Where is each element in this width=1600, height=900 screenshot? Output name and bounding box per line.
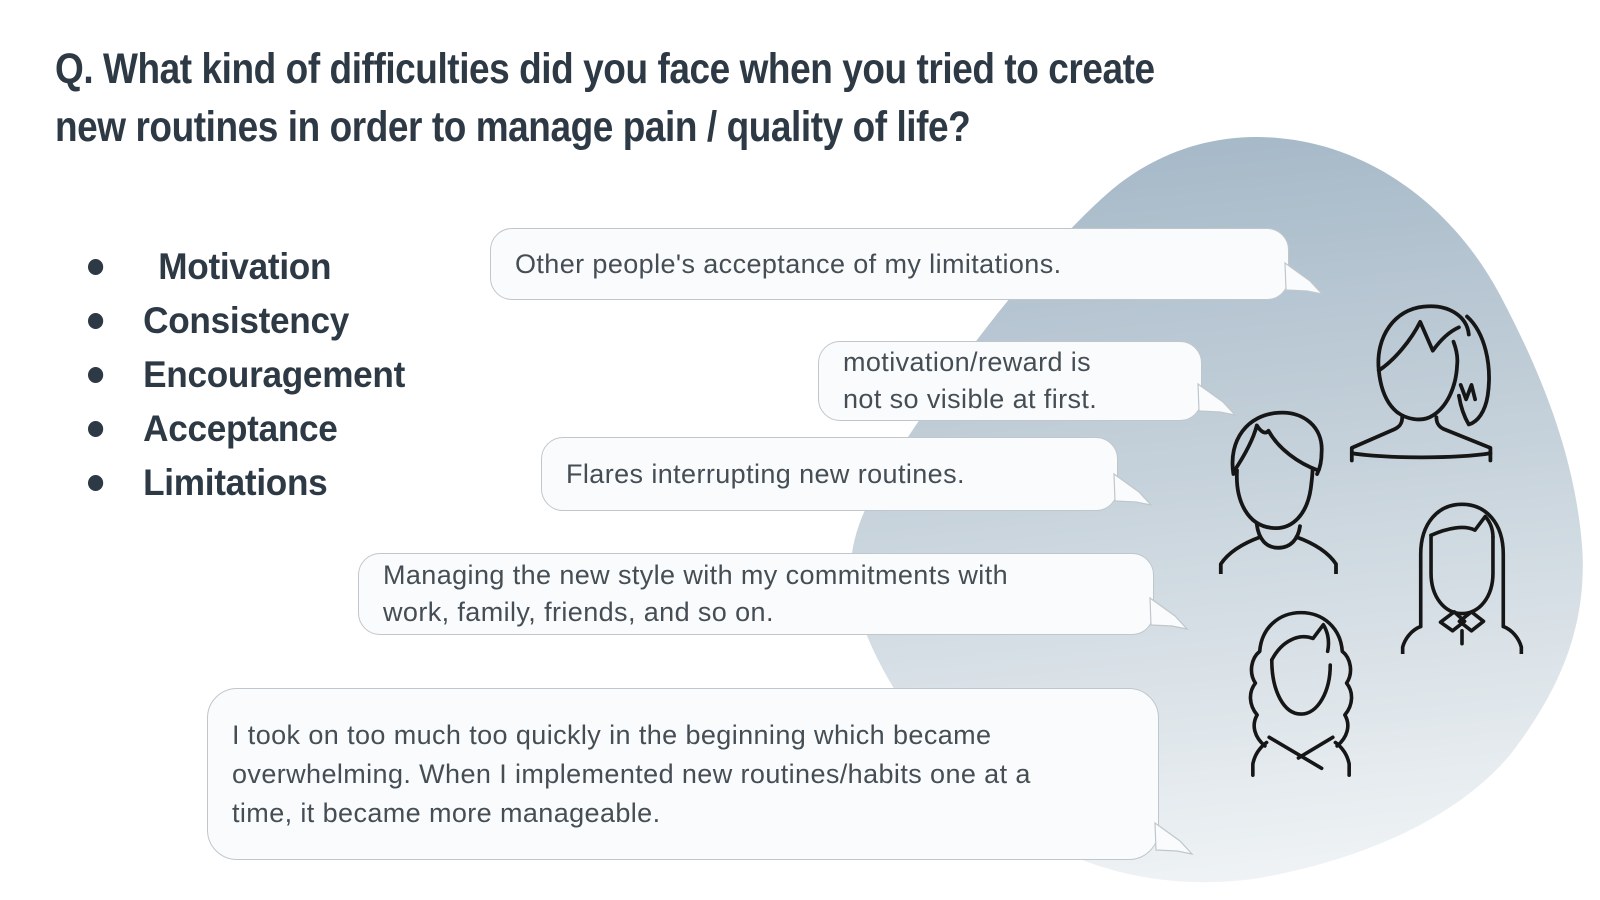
quote-bubble-2: motivation/reward is not so visible at f…	[818, 341, 1237, 421]
bullet-dot-icon	[88, 475, 104, 491]
list-item-label: Motivation	[158, 246, 332, 287]
bubble-tail-icon	[1284, 261, 1324, 295]
bullet-dot-icon	[88, 367, 104, 383]
list-item: Consistency	[88, 294, 405, 348]
quote-text: Flares interrupting new routines.	[566, 458, 965, 489]
list-item-label: Limitations	[143, 462, 328, 503]
list-item: Limitations	[88, 456, 405, 510]
woman-bob-collar-avatar	[1400, 502, 1524, 654]
woman-side-ponytail-avatar	[1349, 304, 1493, 463]
quote-bubble-4: Managing the new style with my commitmen…	[358, 553, 1189, 635]
bubble-tail-icon	[1149, 596, 1189, 630]
quote-bubble-5: I took on too much too quickly in the be…	[207, 688, 1194, 860]
bullet-dot-icon	[88, 259, 104, 275]
quote-text: Other people's acceptance of my limitati…	[515, 248, 1062, 279]
bullet-dot-icon	[88, 421, 104, 437]
list-item-label: Encouragement	[143, 354, 406, 395]
difficulty-themes-list: Motivation Consistency Encouragement Acc…	[88, 240, 405, 510]
quote-text: I took on too much too quickly in the be…	[232, 719, 1031, 828]
quote-bubble-3: Flares interrupting new routines.	[541, 437, 1153, 511]
list-item-label: Consistency	[143, 300, 349, 341]
quote-text: Managing the new style with my commitmen…	[383, 560, 1009, 627]
list-item: Encouragement	[88, 348, 405, 402]
person-short-hair-avatar	[1218, 410, 1338, 574]
list-item: Acceptance	[88, 402, 405, 456]
bubble-tail-icon	[1113, 472, 1153, 506]
question-title-line-2: new routines in order to manage pain / q…	[55, 103, 971, 151]
quote-bubble-1: Other people's acceptance of my limitati…	[490, 228, 1324, 300]
question-title-line-1: Q. What kind of difficulties did you fac…	[55, 45, 1155, 93]
bubble-tail-icon	[1197, 382, 1237, 416]
question-title: Q. What kind of difficulties did you fac…	[55, 40, 1397, 156]
woman-long-wavy-hair-avatar	[1248, 610, 1354, 777]
list-item-label: Acceptance	[143, 408, 338, 449]
bubble-tail-icon	[1154, 821, 1194, 855]
bullet-dot-icon	[88, 313, 104, 329]
quote-text: motivation/reward is not so visible at f…	[843, 347, 1098, 414]
list-item: Motivation	[88, 240, 405, 294]
